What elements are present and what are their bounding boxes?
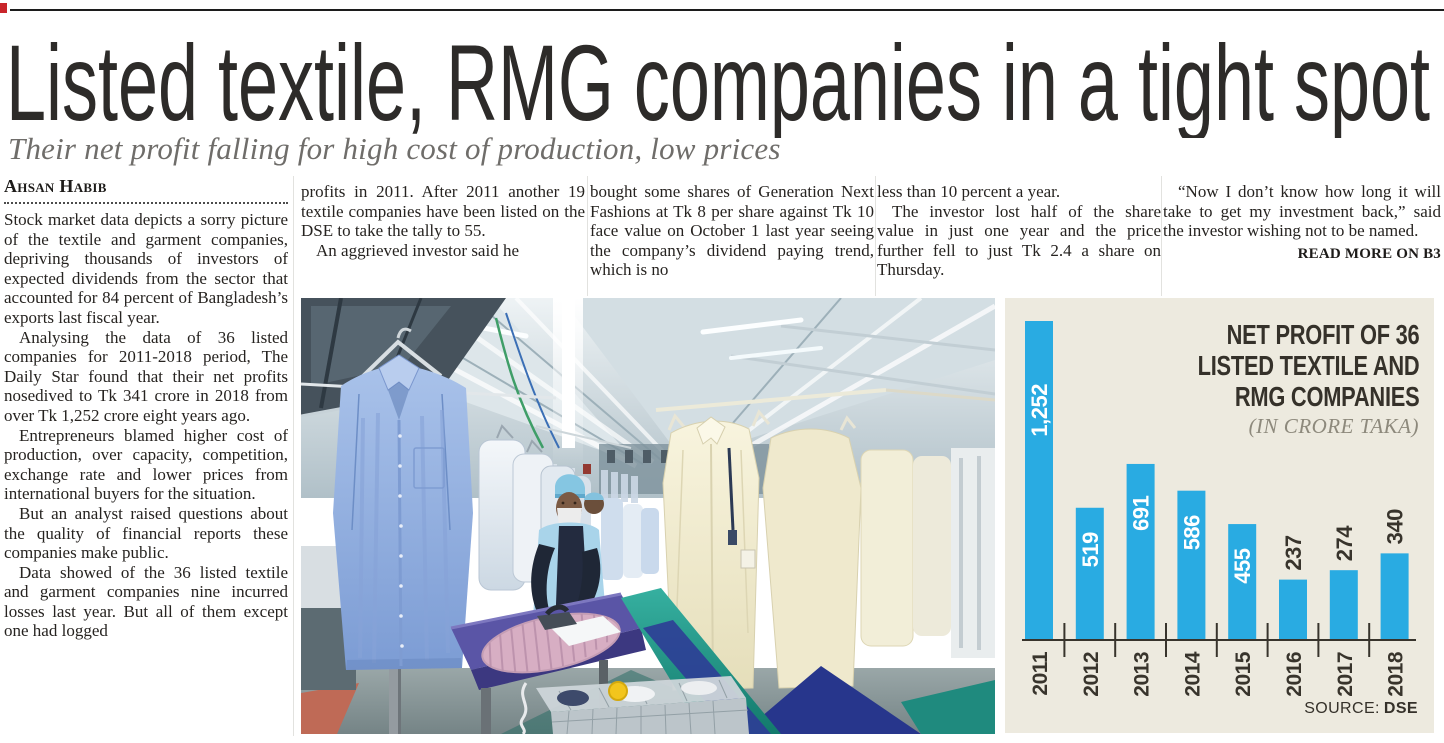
chart-bar-value: 455 bbox=[1230, 548, 1255, 583]
chart-bar-value: 1,252 bbox=[1027, 384, 1052, 437]
chart-title-line: LISTED TEXTILE AND bbox=[1197, 350, 1419, 381]
chart-source: SOURCE: DSE bbox=[1304, 700, 1418, 718]
byline-separator bbox=[4, 199, 288, 204]
chart-year-label: 2016 bbox=[1283, 652, 1306, 697]
chart-bar bbox=[1075, 507, 1104, 640]
headline-text: Listed textile, RMG companies in a tight… bbox=[6, 22, 1430, 138]
chart-title-line: RMG COMPANIES bbox=[1234, 381, 1419, 412]
paragraph: Data showed of the 36 listed textile and… bbox=[4, 562, 288, 641]
column-rule bbox=[293, 176, 294, 736]
chart-bar-value: 237 bbox=[1281, 535, 1306, 570]
news-column-5: “Now I don’t know how long it will take … bbox=[1163, 182, 1441, 264]
chart-year-label: 2015 bbox=[1232, 651, 1255, 697]
chart-year-label: 2011 bbox=[1029, 651, 1052, 695]
chart-bar bbox=[1279, 579, 1307, 640]
page-corner-mark bbox=[0, 3, 7, 13]
paragraph: profits in 2011. After 2011 another 19 t… bbox=[301, 182, 585, 241]
paragraph: Analysing the data of 36 listed companie… bbox=[4, 327, 288, 425]
chart-bar-value: 586 bbox=[1179, 515, 1204, 550]
chart-bar bbox=[1025, 321, 1053, 640]
chart-year-label: 2017 bbox=[1334, 652, 1357, 697]
column-rule bbox=[1161, 176, 1162, 296]
paragraph: Entrepreneurs blamed higher cost of prod… bbox=[4, 425, 288, 504]
chart-year-label: 2018 bbox=[1385, 651, 1408, 697]
net-profit-chart-panel: 1,252 2011 519 2012 691 2013 586 2014 455 2015 237… bbox=[1005, 298, 1434, 733]
subheadline: Their net profit falling for high cost o… bbox=[8, 131, 781, 166]
news-column-3: bought some shares of Generation Next Fa… bbox=[590, 182, 874, 280]
chart-year-label: 2013 bbox=[1131, 652, 1154, 697]
chart-source-label: SOURCE: bbox=[1304, 700, 1380, 717]
chart-bar bbox=[1126, 463, 1155, 640]
paragraph: But an analyst raised questions about th… bbox=[4, 503, 288, 563]
news-column-2: profits in 2011. After 2011 another 19 t… bbox=[301, 182, 585, 260]
chart-title: NET PROFIT OF 36 LISTED TEXTILE AND RMG … bbox=[1197, 319, 1419, 412]
chart-title-line: NET PROFIT OF 36 bbox=[1226, 319, 1419, 350]
paragraph: Stock market data depicts a sorry pictur… bbox=[4, 210, 288, 327]
byline: Ahsan Habib bbox=[4, 176, 107, 196]
news-column-1: Ahsan Habib Stock market data depicts a … bbox=[4, 176, 288, 738]
paragraph: The investor lost half of the share valu… bbox=[877, 201, 1161, 280]
headline: Listed textile, RMG companies in a tight… bbox=[6, 22, 1430, 138]
chart-bar bbox=[1380, 553, 1409, 640]
chart-subtitle: (IN CRORE TAKA) bbox=[1248, 414, 1419, 438]
column-rule bbox=[587, 176, 588, 296]
chart-year-label: 2014 bbox=[1181, 651, 1204, 697]
read-more-link[interactable]: READ MORE ON B3 bbox=[1297, 245, 1441, 262]
chart-bar bbox=[1228, 524, 1257, 640]
chart-source-value: DSE bbox=[1383, 700, 1418, 717]
paragraph: bought some shares of Generation Next Fa… bbox=[590, 182, 874, 280]
profit-bar-chart: 1,252 2011 519 2012 691 2013 586 2014 455 2015 237… bbox=[1022, 321, 1416, 697]
factory-photo-illustration bbox=[301, 298, 995, 734]
paragraph: An aggrieved investor said he bbox=[316, 240, 519, 260]
paragraph: “Now I don’t know how long it will take … bbox=[1163, 182, 1441, 241]
chart-bar-value: 691 bbox=[1129, 495, 1154, 530]
chart-bar-value: 274 bbox=[1332, 525, 1357, 561]
factory-photo bbox=[301, 298, 995, 734]
chart-bar-value: 340 bbox=[1383, 509, 1408, 544]
chart-year-label: 2012 bbox=[1080, 652, 1103, 697]
masthead-rule bbox=[10, 9, 1444, 11]
chart-bar bbox=[1177, 490, 1206, 640]
paragraph: less than 10 percent a year. bbox=[877, 182, 1061, 201]
chart-bar-value: 519 bbox=[1078, 532, 1103, 567]
column-rule bbox=[875, 176, 876, 296]
news-column-4: less than 10 percent a year. The investo… bbox=[877, 182, 1161, 280]
chart-bar bbox=[1329, 570, 1358, 640]
